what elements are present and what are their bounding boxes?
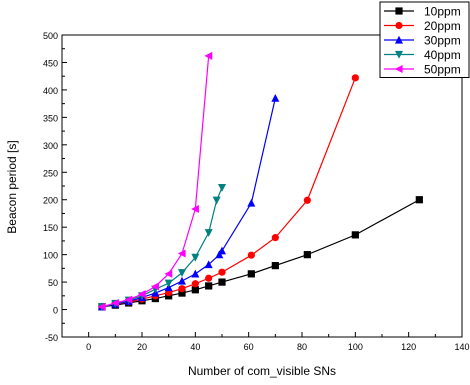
data-point: [191, 280, 199, 288]
y-tick-label: 150: [43, 223, 58, 233]
data-point: [205, 274, 213, 282]
data-point: [164, 269, 173, 278]
legend-marker: [395, 7, 403, 15]
x-tick-label: 60: [244, 342, 254, 352]
legend-item: 20ppm: [384, 19, 461, 33]
legend-item: 40ppm: [384, 48, 461, 62]
x-axis-label: Number of com_visible SNs: [188, 364, 336, 378]
y-tick-label: 400: [43, 86, 58, 96]
series-layer: [97, 51, 423, 311]
legend-label: 50ppm: [424, 63, 461, 77]
data-point: [178, 289, 186, 297]
legend-label: 30ppm: [424, 34, 461, 48]
y-tick-label: 500: [43, 31, 58, 41]
data-point: [204, 51, 213, 60]
x-tick-label: 100: [348, 342, 363, 352]
y-tick-label: 50: [48, 278, 58, 288]
data-point: [97, 302, 106, 311]
data-point: [178, 269, 186, 277]
y-tick-label: 250: [43, 168, 58, 178]
x-tick-label: 140: [454, 342, 469, 352]
data-point: [271, 93, 280, 102]
data-point: [271, 234, 279, 242]
y-tick-label: 450: [43, 58, 58, 68]
data-point: [303, 196, 311, 204]
data-point: [137, 290, 146, 299]
y-tick-label: 0: [53, 306, 58, 316]
data-point: [124, 295, 133, 304]
series-50ppm: [97, 51, 213, 311]
legend-marker: [394, 65, 403, 73]
data-point: [191, 253, 200, 262]
data-point: [191, 269, 200, 278]
legend-item: 10ppm: [384, 5, 461, 19]
legend-item: 50ppm: [384, 63, 461, 77]
data-point: [204, 229, 213, 237]
data-point: [351, 231, 359, 239]
data-point: [247, 198, 256, 207]
data-point: [218, 278, 226, 286]
data-point: [111, 298, 119, 307]
legend-label: 10ppm: [424, 5, 461, 19]
x-tick-label: 40: [190, 342, 200, 352]
data-point: [178, 285, 186, 293]
data-point: [218, 184, 226, 192]
y-tick-label: 100: [43, 251, 58, 261]
data-point: [247, 270, 255, 278]
data-point: [351, 74, 359, 82]
data-point: [177, 249, 186, 258]
y-tick-label: 200: [43, 196, 58, 206]
legend-label: 40ppm: [424, 48, 461, 62]
legend-item: 30ppm: [384, 34, 461, 48]
data-point: [212, 196, 221, 205]
x-tick-label: 20: [137, 342, 147, 352]
data-point: [218, 246, 226, 255]
y-tick-label: -50: [45, 333, 58, 343]
x-tick-label: 120: [401, 342, 416, 352]
y-tick-label: 300: [43, 141, 58, 151]
data-point: [178, 276, 186, 285]
legend-marker: [395, 50, 403, 59]
y-axis-label: Beacon period [s]: [5, 140, 19, 233]
data-point: [164, 279, 173, 288]
data-point: [303, 251, 311, 259]
data-point: [271, 262, 279, 270]
x-tick-label: 80: [297, 342, 307, 352]
data-point: [191, 205, 199, 214]
legend-marker: [395, 21, 403, 30]
data-point: [247, 251, 255, 259]
data-point: [218, 268, 226, 276]
axes-layer: -50 0 50 100 150 200 250 300 350 400 450 500 0 20 40 60…: [43, 31, 470, 352]
data-point: [191, 286, 199, 294]
legend-label: 20ppm: [424, 19, 461, 33]
data-point: [151, 282, 159, 291]
legend-marker: [395, 35, 403, 44]
x-tick-label: 0: [86, 342, 91, 352]
y-tick-label: 350: [43, 113, 58, 123]
data-point: [205, 282, 213, 290]
data-point: [204, 260, 213, 269]
data-point: [415, 196, 423, 204]
